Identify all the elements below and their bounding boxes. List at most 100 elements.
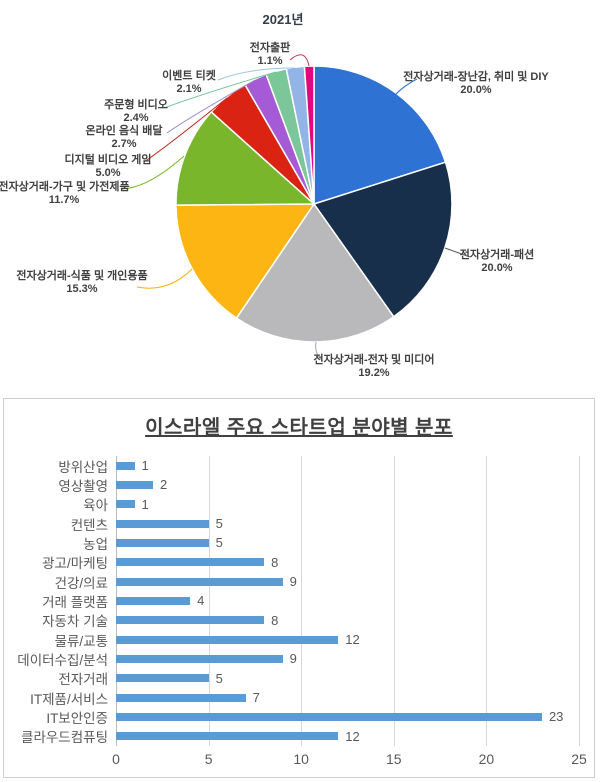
bar [116, 732, 339, 741]
bar-chart-panel: 이스라엘 주요 스타트업 분야별 분포 방위산업 영상촬영 육아 컨텐츠 농업 광고/마케… [3, 398, 595, 778]
x-gridline [301, 456, 303, 746]
bar-row: 8 [116, 553, 579, 572]
bar-category-label: 클라우드컴퓨팅 [21, 730, 108, 746]
bar [116, 712, 542, 721]
bar-value-label: 2 [160, 477, 168, 493]
bar [116, 635, 339, 644]
bar [116, 538, 209, 547]
bar-row: 12 [116, 727, 579, 746]
pie-slice [175, 203, 315, 319]
bar [116, 519, 209, 528]
bar-value-label: 12 [345, 728, 360, 744]
x-tick-label: 25 [571, 751, 587, 767]
pie-slice [313, 161, 453, 318]
bar-row: 5 [116, 669, 579, 688]
bar [116, 596, 191, 605]
pie-slice-label: 전자상거래-가구 및 가전제품 11.7% [0, 181, 130, 206]
bar-row: 8 [116, 611, 579, 630]
pie-callout-line [143, 97, 228, 163]
pie-callout-line [444, 247, 471, 258]
pie-slice-label: 전자상거래-패션 20.0% [460, 249, 535, 274]
bar-category-label: 자동차 기술 [42, 614, 108, 630]
pie-slice-label-text: 전자출판 [249, 42, 291, 54]
bar [116, 654, 283, 663]
pie-slice-percent: 19.2% [358, 366, 390, 379]
bar [116, 616, 265, 625]
pie-slice-label-text: 전자상거래-식품 및 개인용품 [16, 270, 148, 282]
pie-slice-label: 전자출판 1.1% [250, 42, 290, 67]
pie-slice-label-text: 온라인 음식 배달 [85, 125, 163, 137]
bar-row: 2 [116, 475, 579, 494]
pie-slice-label-text: 전자상거래-가구 및 가전제품 [0, 181, 130, 193]
pie-callout-line [121, 155, 185, 190]
bar-category-label: 전자거래 [58, 672, 108, 688]
x-tick-label: 20 [478, 751, 495, 767]
bar-row: 1 [116, 495, 579, 514]
bar-category-label: 영상촬영 [58, 479, 108, 494]
pie-slice-percent: 20.0% [460, 83, 492, 96]
bar [116, 674, 209, 683]
x-tick-label: 15 [386, 751, 402, 767]
pie-slice-label: 전자상거래-전자 및 미디어 19.2% [313, 354, 434, 379]
pie-slice-label-text: 전자상거래-전자 및 미디어 [313, 354, 435, 366]
pie-slice-label-text: 이벤트 티켓 [162, 70, 216, 82]
bar [116, 558, 265, 567]
bar-category-label: 거래 플랫폼 [42, 595, 108, 610]
pie-callout-line [136, 268, 193, 289]
bar-value-label: 8 [271, 612, 279, 628]
bar-category-label: 광고/마케팅 [42, 556, 108, 572]
pie-slice-percent: 2.1% [176, 82, 202, 95]
pie-slice-label-text: 주문형 비디오 [104, 99, 168, 111]
bar-value-label: 23 [548, 709, 564, 725]
bar [116, 500, 135, 509]
pie-slice-label: 디지털 비디오 게임 5.0% [64, 154, 151, 179]
bar-chart-x-axis: 0 5 10 15 20 25 [112, 751, 587, 769]
bar-row: 12 [116, 630, 579, 649]
bar-row: 5 [116, 533, 579, 552]
bar [116, 577, 283, 586]
pie-slice-label: 주문형 비디오 2.4% [104, 99, 168, 124]
bar-value-label: 8 [271, 554, 279, 570]
pie-slice-label: 전자상거래-장난감, 취미 및 DIY 20.0% [403, 71, 549, 96]
bar-category-label: 컨텐츠 [70, 517, 108, 533]
bar [116, 693, 246, 702]
bar-row: 9 [116, 572, 579, 591]
bar-value-label: 5 [215, 535, 223, 551]
bar-category-label: IT제품/서비스 [30, 691, 108, 707]
pie-callout-line [163, 71, 277, 109]
x-tick-label: 10 [293, 751, 309, 767]
bar-row: 4 [116, 591, 579, 610]
bar-row: 23 [116, 707, 579, 726]
pie-slice [175, 111, 315, 206]
bar-value-label: 5 [215, 516, 223, 532]
pie-slice-label: 온라인 음식 배달 2.7% [86, 125, 163, 150]
bar-category-label: 농업 [83, 537, 108, 552]
bar-row: 1 [116, 456, 579, 475]
x-gridline [208, 456, 210, 746]
bar-value-label: 12 [345, 632, 360, 648]
pie-slice-percent: 5.0% [95, 166, 121, 179]
x-gridline [579, 456, 580, 746]
pie-slice-percent: 15.3% [66, 282, 98, 295]
bar-value-label: 5 [215, 670, 223, 686]
x-tick-label: 5 [204, 751, 213, 767]
bar-row: 7 [116, 688, 579, 707]
bar-category-label: 데이터수집/분석 [17, 653, 108, 668]
pie-slice-percent: 1.1% [257, 54, 283, 67]
pie-callout-line [166, 79, 256, 134]
pie-slice-label: 전자상거래-식품 및 개인용품 15.3% [16, 270, 147, 295]
bar-category-label: 물류/교통 [54, 633, 108, 649]
pie-slice [303, 65, 315, 205]
bar-category-label: IT보안인증 [46, 711, 108, 726]
bar-row: 9 [116, 649, 579, 668]
bar-value-label: 1 [141, 458, 149, 474]
x-gridline [486, 456, 488, 746]
bar-value-label: 1 [141, 496, 149, 512]
bar-category-label: 육아 [83, 498, 108, 514]
bar-value-label: 9 [289, 651, 297, 667]
bar-chart-category-axis: 방위산업 영상촬영 육아 컨텐츠 농업 광고/마케팅 건강/의료 거래 플랫폼 자동차 기술 물류… [4, 456, 108, 746]
x-gridline [393, 456, 395, 746]
pie-callout-line [395, 78, 418, 95]
pie-slice-percent: 2.4% [123, 111, 149, 124]
